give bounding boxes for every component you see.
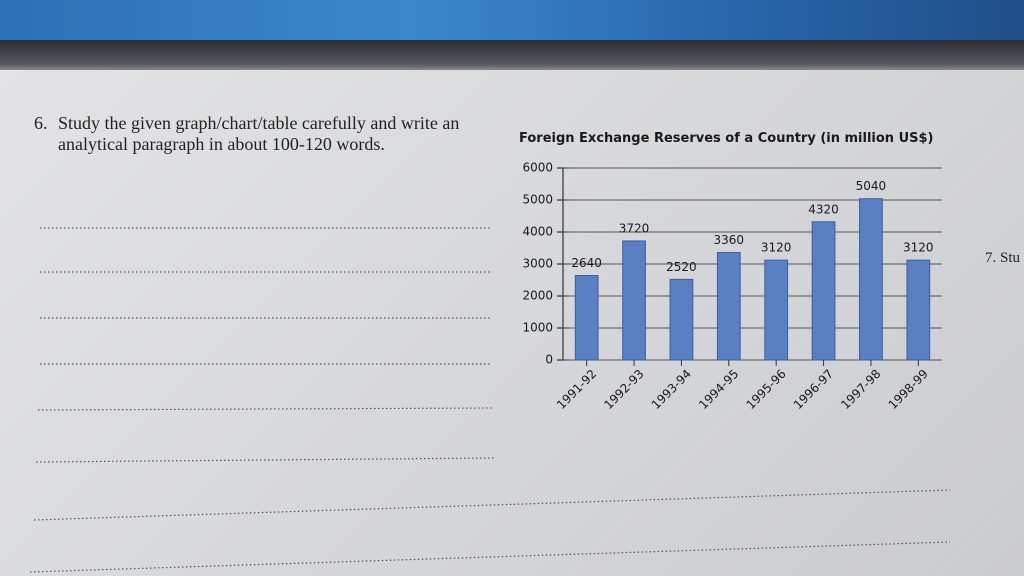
answer-lines <box>29 227 951 573</box>
y-tick-label: 3000 <box>522 257 553 271</box>
y-tick-label: 2000 <box>522 289 553 303</box>
y-tick-label: 6000 <box>522 161 553 175</box>
y-tick-label: 5000 <box>522 193 553 207</box>
x-tick-label: 1996-97 <box>791 367 836 412</box>
y-tick-label: 1000 <box>522 321 553 335</box>
value-label: 3720 <box>619 221 650 235</box>
value-label: 2640 <box>571 256 602 270</box>
question-text: Study the given graph/chart/table carefu… <box>58 113 460 154</box>
question-number: 6. <box>34 113 48 133</box>
bar <box>859 198 883 361</box>
value-label: 3360 <box>714 233 745 247</box>
bar <box>906 259 931 361</box>
x-tick-label: 1993-94 <box>649 367 694 412</box>
bar <box>622 240 646 361</box>
next-question: 7. Stu <box>985 250 1021 266</box>
bar <box>669 278 694 361</box>
x-tick-label: 1992-93 <box>601 367 646 412</box>
x-tick-label: 1991-92 <box>554 367 599 412</box>
y-tick-label: 0 <box>545 353 553 367</box>
y-tick-label: 4000 <box>522 225 553 239</box>
x-tick-label: 1994-95 <box>696 367 741 412</box>
x-tick-label: 1997-98 <box>838 367 883 412</box>
value-label: 3120 <box>903 241 934 255</box>
x-tick-label: 1998-99 <box>886 367 931 412</box>
bar <box>716 251 741 361</box>
value-label: 3120 <box>761 241 792 255</box>
value-label: 2520 <box>666 260 697 274</box>
chart-title: Foreign Exchange Reserves of a Country (… <box>519 131 934 146</box>
paper <box>0 70 1024 576</box>
question: 6. Study the given graph/chart/table car… <box>34 113 494 155</box>
x-tick-label: 1995-96 <box>743 367 788 412</box>
value-label: 5040 <box>856 179 887 193</box>
bar <box>574 275 599 361</box>
value-label: 4320 <box>808 202 839 216</box>
bar <box>811 221 836 361</box>
bar <box>764 259 789 361</box>
